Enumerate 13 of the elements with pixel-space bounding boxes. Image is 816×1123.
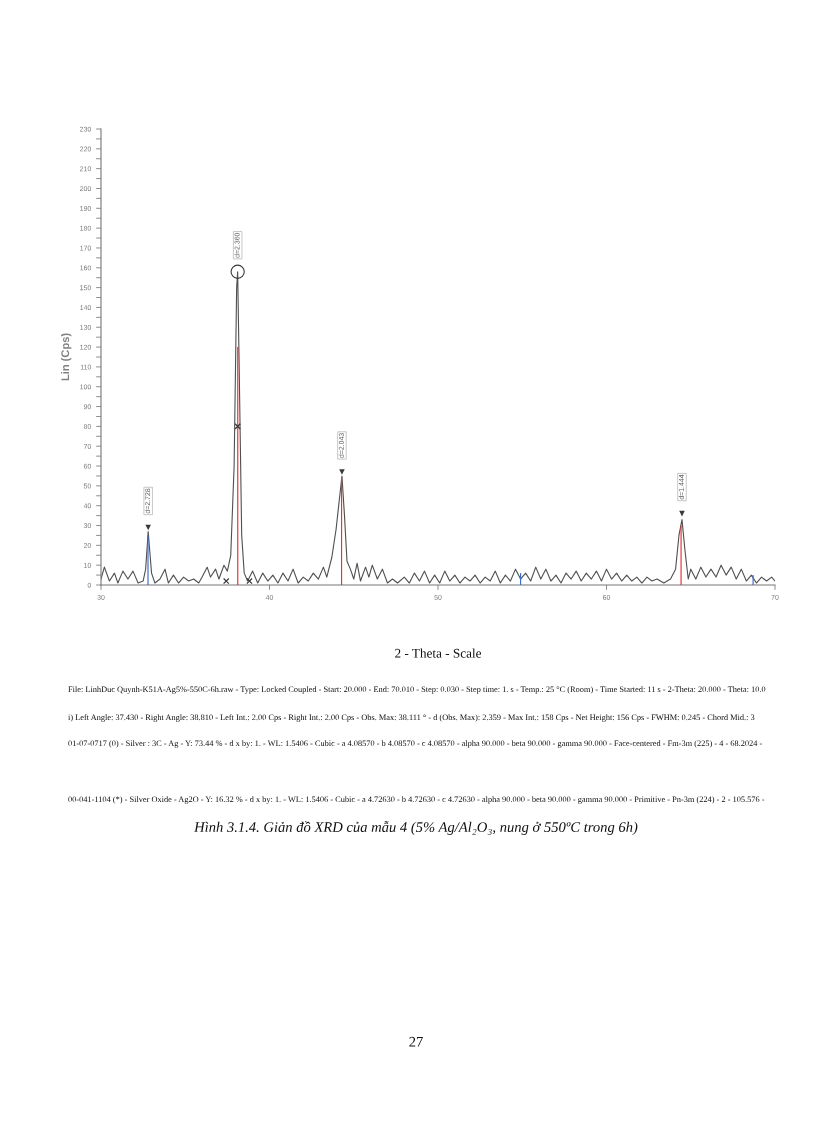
point: [230, 264, 245, 279]
point: [145, 524, 151, 531]
y-axis-title: Lin (Cps): [61, 333, 72, 381]
text: i) Left Angle: 37.430 - Right Angle: 38.810 - Left Int.: 2.00 Cps - Right Int.: 2.00 Cps - Obs. Max: 38.111 ° - d (Obs. Max): 2.359 - Max Int.: 158 Cps - Net Height: 156 Cps - FWHM: 0.245 - Chord Mid.: 3: [68, 714, 755, 722]
text: Hình 3.1.4. Giản đồ XRD của mẫu 4 (5% Ag/Al₂O₃, nung ở 550ºC trong 6h): [193, 821, 638, 835]
point: [339, 469, 345, 475]
point: [246, 577, 253, 585]
point: [222, 577, 230, 585]
text: 01-07-0717 (0) - Silver : 3C - Ag - Y: 73.44 % - d x by: 1. - WL: 1.5406 - Cubic - a 4.08570 - b 4.08570 - c 4.08570 - alpha 90.000 - beta 90.000 - gamma 90.000 - Face-centered - Fm-3m (225) - 4 - 68.2024 -: [68, 740, 762, 748]
text: 00-041-1104 (*) - Silver Oxide - Ag2O - Y: 16.32 % - d x by: 1. - WL: 1.5406 - Cubic - a 4.72630 - b 4.72630 - c 4.72630 - alpha 90.000 - beta 90.000 - gamma 90.000 - Primitive - Pn-3m (224) - 2 - 105.576 -: [68, 796, 765, 804]
text: 27: [409, 1036, 423, 1047]
x-axis-title: 2 - Theta - Scale: [395, 648, 482, 658]
text: File: LinhDuc Quynh-K51A-Ag5%-550C-6h.raw - Type: Locked Coupled - Start: 20.000 - End: 70.010 - Step: 0.030 - Step time: 1. s - Temp.: 25 °C (Room) - Time Started: 11 s - 2-Theta: 20.000 - Theta: 10.0: [68, 686, 766, 694]
